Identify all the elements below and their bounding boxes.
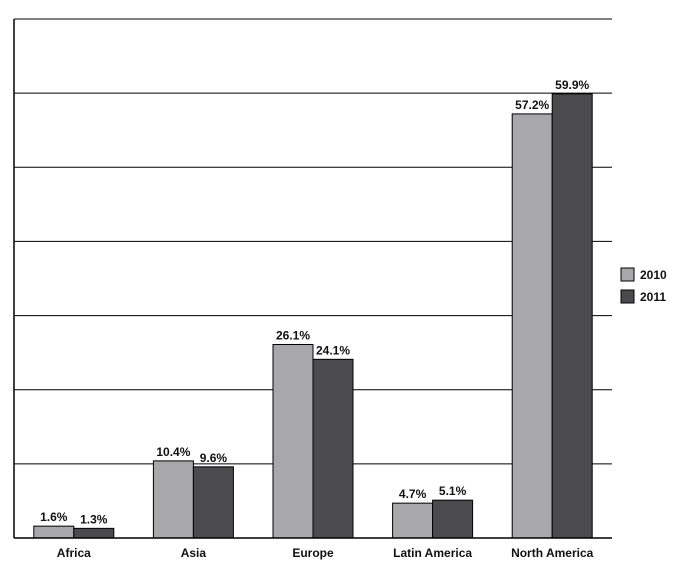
gridlines — [14, 18, 612, 465]
bar-asia-2010 — [152, 460, 194, 539]
bar-asia-2011 — [192, 466, 234, 539]
category-label-north-america: North America — [511, 546, 594, 560]
value-label-asia-2010: 10.4% — [156, 445, 190, 459]
bar-latin-america-2011 — [432, 499, 474, 539]
category-label-europe: Europe — [292, 546, 334, 560]
value-label-europe-2011: 24.1% — [316, 343, 350, 357]
legend-swatch-2011 — [620, 289, 635, 304]
bar-europe-2011 — [312, 358, 354, 539]
value-label-latin-america-2010: 4.7% — [399, 487, 427, 501]
value-label-north-america-2011: 59.9% — [555, 78, 589, 92]
value-labels: 1.6% 1.3% 10.4% 9.6% 26.1% 24.1% 4.7% 5.1% 57.2%… — [40, 78, 589, 526]
category-label-latin-america: Latin America — [393, 546, 472, 560]
bar-north-america-2010 — [511, 113, 553, 539]
category-labels: Africa Asia Europe Latin America North Ameri… — [57, 546, 594, 560]
bars — [33, 93, 593, 539]
value-label-asia-2011: 9.6% — [200, 451, 228, 465]
value-label-africa-2010: 1.6% — [40, 510, 68, 524]
legend: 2010 2011 — [620, 267, 667, 304]
value-label-north-america-2010: 57.2% — [515, 98, 549, 112]
legend-swatch-2010 — [620, 267, 635, 282]
bar-africa-2011 — [73, 527, 115, 539]
bar-africa-2010 — [33, 525, 75, 539]
value-label-africa-2011: 1.3% — [80, 512, 108, 526]
bar-europe-2010 — [272, 343, 314, 539]
category-label-asia: Asia — [181, 546, 207, 560]
bar-north-america-2011 — [551, 93, 593, 539]
legend-label-2011: 2011 — [640, 290, 666, 304]
legend-label-2010: 2010 — [640, 268, 667, 282]
value-label-europe-2010: 26.1% — [276, 328, 310, 342]
bar-latin-america-2010 — [392, 502, 434, 539]
value-label-latin-america-2011: 5.1% — [439, 484, 467, 498]
category-label-africa: Africa — [57, 546, 91, 560]
